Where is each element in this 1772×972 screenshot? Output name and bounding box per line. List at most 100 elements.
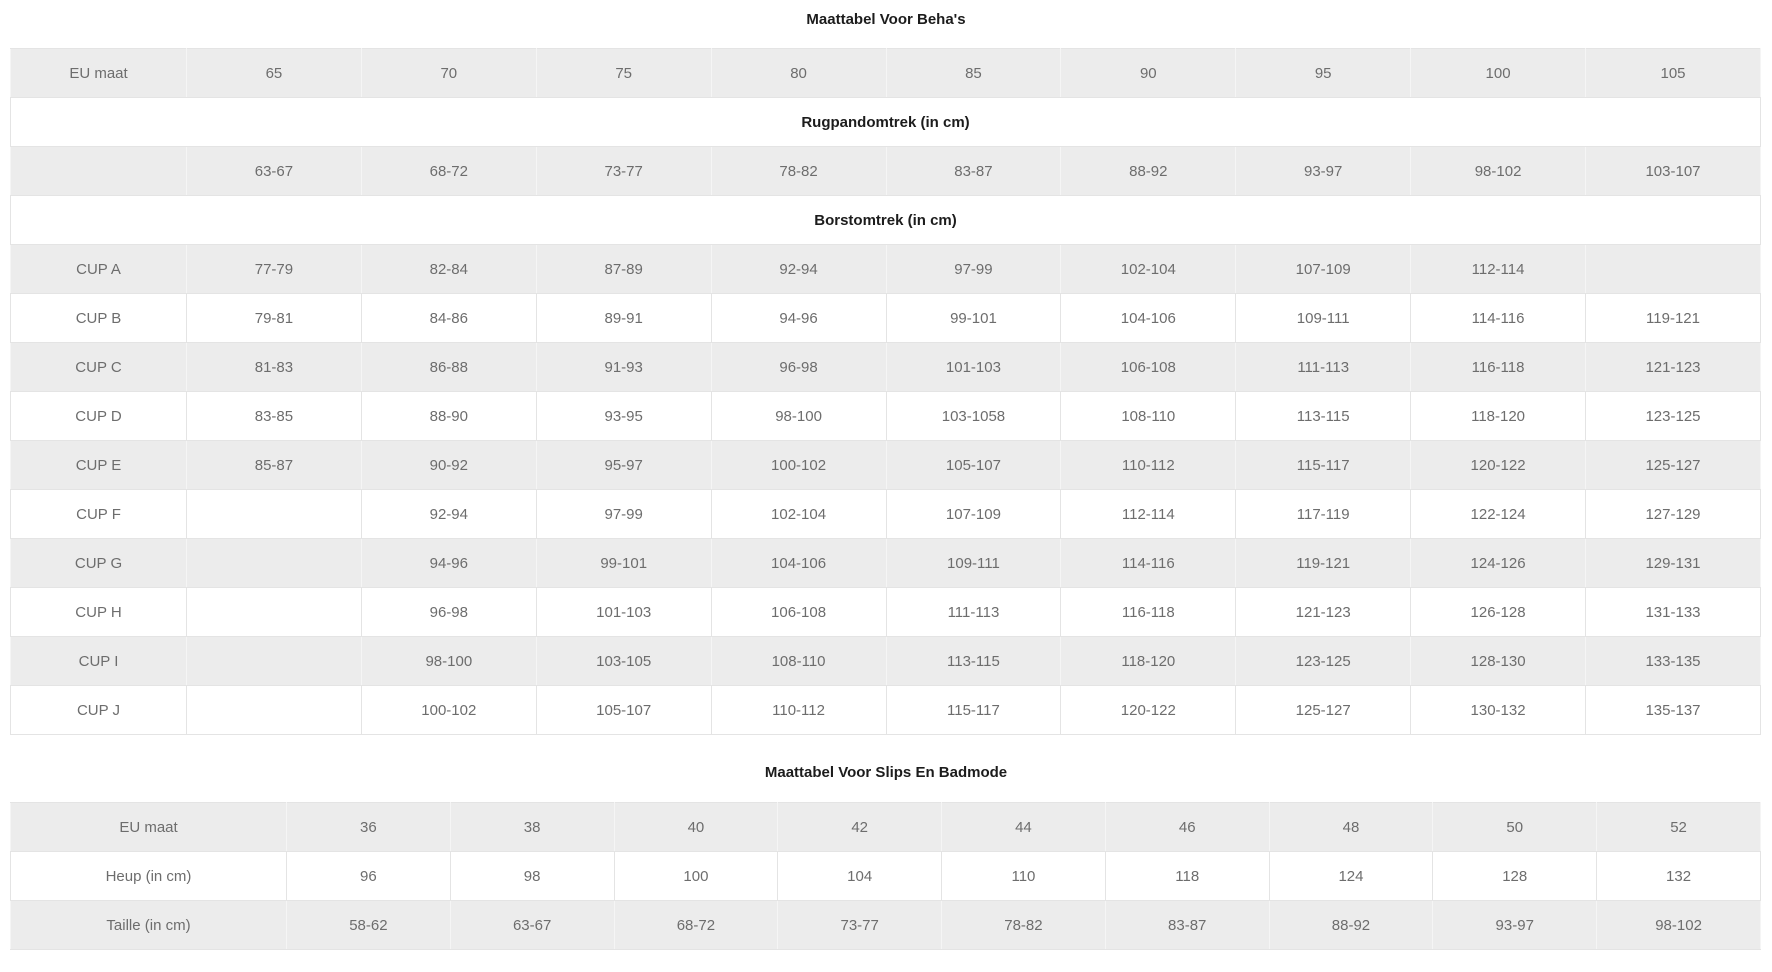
data-cell: 38 bbox=[449, 802, 615, 852]
data-cell: 115-117 bbox=[1235, 440, 1412, 490]
data-cell: 89-91 bbox=[535, 293, 712, 343]
data-cell: 94-96 bbox=[360, 538, 537, 588]
table-row: CUP I 98-100 103-105 108-110 113-115 118-120 1… bbox=[10, 636, 1761, 686]
row-header-cell: CUP E bbox=[10, 440, 187, 490]
table-row: CUP G 94-96 99-101 104-106 109-111 114-116 119… bbox=[10, 538, 1761, 588]
data-cell: 117-119 bbox=[1235, 489, 1412, 539]
table-row: Borstomtrek (in cm) bbox=[10, 195, 1761, 245]
data-cell: 116-118 bbox=[1410, 342, 1586, 392]
data-cell: 128-130 bbox=[1410, 636, 1586, 686]
row-header-cell: CUP C bbox=[10, 342, 187, 392]
section-header-cell: Borstomtrek (in cm) bbox=[10, 195, 1761, 245]
data-cell: 123-125 bbox=[1585, 391, 1761, 441]
data-cell: 96 bbox=[286, 851, 451, 901]
data-cell: 110 bbox=[941, 851, 1106, 901]
data-cell: 105-107 bbox=[535, 685, 712, 735]
data-cell: 78-82 bbox=[710, 146, 887, 196]
data-cell: 81-83 bbox=[186, 342, 362, 392]
data-cell: 108-110 bbox=[1060, 391, 1237, 441]
data-cell: 96-98 bbox=[710, 342, 887, 392]
data-cell: 100-102 bbox=[360, 685, 537, 735]
data-cell: 107-109 bbox=[885, 489, 1062, 539]
row-header-cell: CUP A bbox=[10, 244, 187, 294]
data-cell: 106-108 bbox=[710, 587, 887, 637]
data-cell: 91-93 bbox=[535, 342, 712, 392]
table-row: Taille (in cm) 58-62 63-67 68-72 73-77 78-82 8… bbox=[10, 900, 1761, 950]
data-cell: 130-132 bbox=[1410, 685, 1586, 735]
data-cell: 36 bbox=[286, 802, 451, 852]
data-cell: 80 bbox=[710, 48, 887, 98]
data-cell: 85 bbox=[885, 48, 1062, 98]
data-cell: 68-72 bbox=[613, 900, 779, 950]
data-cell: 40 bbox=[613, 802, 779, 852]
table-row: CUP F 92-94 97-99 102-104 107-109 112-114 117-… bbox=[10, 489, 1761, 539]
data-cell bbox=[186, 685, 362, 735]
data-cell: 58-62 bbox=[286, 900, 451, 950]
data-cell bbox=[186, 587, 362, 637]
data-cell bbox=[186, 538, 362, 588]
data-cell: 123-125 bbox=[1235, 636, 1412, 686]
row-header-cell: CUP J bbox=[10, 685, 187, 735]
data-cell: 128 bbox=[1432, 851, 1598, 901]
data-cell: 111-113 bbox=[885, 587, 1062, 637]
data-cell: 112-114 bbox=[1410, 244, 1586, 294]
data-cell: 100 bbox=[1410, 48, 1586, 98]
data-cell: 42 bbox=[777, 802, 943, 852]
row-header-cell: CUP G bbox=[10, 538, 187, 588]
data-cell: 115-117 bbox=[885, 685, 1062, 735]
data-cell: 88-92 bbox=[1268, 900, 1434, 950]
data-cell: 111-113 bbox=[1235, 342, 1412, 392]
data-cell: 48 bbox=[1268, 802, 1434, 852]
table-row: CUP E 85-87 90-92 95-97 100-102 105-107 110-11… bbox=[10, 440, 1761, 490]
bra-size-chart-section: Maattabel Voor Beha's EU maat 65 70 75 80 85 9… bbox=[0, 10, 1772, 735]
row-header-cell: CUP I bbox=[10, 636, 187, 686]
table-row: EU maat 65 70 75 80 85 90 95 100 105 bbox=[10, 48, 1761, 98]
data-cell: 104-106 bbox=[1060, 293, 1237, 343]
data-cell: 119-121 bbox=[1585, 293, 1761, 343]
data-cell: 98-100 bbox=[360, 636, 537, 686]
row-header-cell: EU maat bbox=[10, 802, 287, 852]
data-cell bbox=[1585, 244, 1761, 294]
data-cell: 88-90 bbox=[360, 391, 537, 441]
data-cell: 110-112 bbox=[1060, 440, 1237, 490]
data-cell: 68-72 bbox=[360, 146, 537, 196]
data-cell: 46 bbox=[1104, 802, 1270, 852]
data-cell: 125-127 bbox=[1585, 440, 1761, 490]
data-cell: 102-104 bbox=[1060, 244, 1237, 294]
data-cell: 77-79 bbox=[186, 244, 362, 294]
data-cell: 104-106 bbox=[710, 538, 887, 588]
table-row: Rugpandomtrek (in cm) bbox=[10, 97, 1761, 147]
data-cell: 124 bbox=[1268, 851, 1434, 901]
data-cell: 103-1058 bbox=[885, 391, 1062, 441]
row-header-cell: EU maat bbox=[10, 48, 187, 98]
data-cell: 120-122 bbox=[1410, 440, 1586, 490]
data-cell: 135-137 bbox=[1585, 685, 1761, 735]
row-header-cell: Heup (in cm) bbox=[10, 851, 287, 901]
row-header-cell: CUP F bbox=[10, 489, 187, 539]
table-row: CUP D 83-85 88-90 93-95 98-100 103-1058 108-11… bbox=[10, 391, 1761, 441]
slips-swimwear-size-chart-section: Maattabel Voor Slips En Badmode EU maat 3… bbox=[0, 763, 1772, 950]
data-cell: 93-95 bbox=[535, 391, 712, 441]
data-cell: 127-129 bbox=[1585, 489, 1761, 539]
table-row: 63-67 68-72 73-77 78-82 83-87 88-92 93-97 98-10… bbox=[10, 146, 1761, 196]
data-cell: 109-111 bbox=[885, 538, 1062, 588]
data-cell: 90-92 bbox=[360, 440, 537, 490]
data-cell: 119-121 bbox=[1235, 538, 1412, 588]
data-cell: 105-107 bbox=[885, 440, 1062, 490]
data-cell: 95-97 bbox=[535, 440, 712, 490]
table-row: CUP C 81-83 86-88 91-93 96-98 101-103 106-108 1… bbox=[10, 342, 1761, 392]
data-cell: 82-84 bbox=[360, 244, 537, 294]
data-cell: 100 bbox=[613, 851, 779, 901]
data-cell: 98-100 bbox=[710, 391, 887, 441]
table-row: CUP B 79-81 84-86 89-91 94-96 99-101 104-106 10… bbox=[10, 293, 1761, 343]
row-header-cell: Taille (in cm) bbox=[10, 900, 287, 950]
data-cell: 105 bbox=[1585, 48, 1761, 98]
data-cell: 50 bbox=[1432, 802, 1598, 852]
data-cell: 104 bbox=[777, 851, 943, 901]
data-cell: 83-87 bbox=[885, 146, 1062, 196]
data-cell: 131-133 bbox=[1585, 587, 1761, 637]
data-cell: 110-112 bbox=[710, 685, 887, 735]
data-cell: 122-124 bbox=[1410, 489, 1586, 539]
data-cell: 118-120 bbox=[1060, 636, 1237, 686]
data-cell: 106-108 bbox=[1060, 342, 1237, 392]
